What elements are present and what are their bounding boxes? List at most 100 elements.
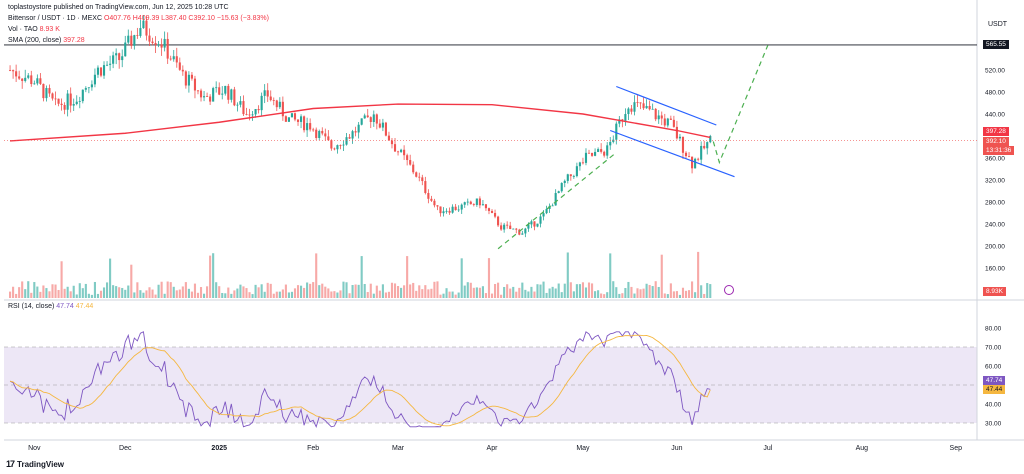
volume-bar [418, 285, 421, 298]
candle-body [163, 38, 166, 48]
volume-bar [524, 289, 527, 298]
candle-body [372, 114, 375, 123]
candle-body [327, 136, 330, 141]
candle-body [512, 228, 515, 230]
channel-lower-line [610, 129, 735, 178]
candle-body [575, 166, 578, 177]
volume-bar [224, 293, 227, 298]
volume-bar [54, 284, 57, 298]
candle-body [509, 225, 512, 230]
volume-bar [566, 252, 569, 298]
candle-body [196, 90, 200, 92]
volume-bar [493, 283, 497, 298]
candle-body [463, 202, 466, 205]
volume-bar [424, 285, 427, 298]
candle-body [166, 38, 169, 59]
candle-body [609, 141, 612, 146]
candle-body [199, 90, 203, 98]
volume-bar [375, 285, 378, 298]
volume-bar [497, 282, 500, 298]
volume-bar [169, 282, 172, 298]
rsi-ma-line [9, 334, 711, 427]
volume-bar [354, 284, 357, 298]
candle-body [45, 88, 48, 99]
volume-bar [366, 292, 369, 298]
candle-body [190, 74, 193, 79]
time-tick-label: Nov [28, 445, 41, 452]
candle-body [478, 198, 481, 206]
candle-body [224, 85, 227, 94]
candle-body [703, 145, 706, 149]
candle-body [121, 56, 124, 61]
volume-bar [697, 251, 700, 298]
volume-bar [533, 291, 536, 298]
candle-body [406, 155, 409, 161]
volume-bar [521, 282, 524, 298]
volume-bar [84, 283, 87, 298]
candle-body [515, 228, 518, 230]
volume-bar [639, 289, 642, 298]
rsi-legend[interactable]: RSI (14, close) 47.74 47.44 [8, 303, 93, 310]
candle-body [9, 70, 12, 71]
volume-bar [624, 288, 627, 298]
event-marker-icon[interactable] [724, 285, 734, 295]
volume-bar [463, 285, 466, 298]
projection-line-2 [712, 45, 769, 165]
volume-bar [509, 288, 512, 298]
volume-bar [118, 287, 121, 298]
volume-bar [109, 258, 112, 298]
volume-bar [691, 281, 694, 298]
candle-body [618, 119, 621, 124]
sma-legend[interactable]: SMA (200, close) 397.28 [8, 37, 85, 44]
candle-body [257, 108, 260, 111]
projection-line-1 [497, 152, 617, 250]
volume-bar [551, 286, 554, 298]
volume-bar [206, 286, 209, 298]
candle-body [12, 70, 15, 72]
volume-bar [230, 293, 233, 298]
candle-body [342, 144, 345, 146]
volume-bar [645, 283, 648, 298]
volume-bar [545, 292, 548, 298]
candle-body [363, 115, 366, 119]
volume-bar [381, 284, 384, 298]
candle-body [60, 103, 63, 106]
volume-bar [245, 288, 248, 298]
time-tick-label: Jul [763, 445, 772, 452]
volume-bar [681, 287, 685, 298]
price-tick-label: 520.00 [985, 68, 1005, 75]
candle-body [69, 93, 72, 106]
volume-bar [666, 294, 669, 298]
volume-bar [239, 284, 242, 298]
volume-bar [24, 289, 27, 298]
candle-body [590, 152, 594, 156]
volume-bar [490, 293, 494, 298]
volume-bar [393, 283, 397, 298]
candle-body [415, 172, 418, 177]
candle-body [272, 100, 275, 101]
volume-bar [390, 282, 394, 298]
candle-body [533, 221, 536, 227]
candle-body [81, 89, 84, 102]
candle-body [148, 35, 151, 42]
candle-body [445, 210, 448, 212]
candle-body [539, 216, 542, 224]
candle-body [90, 84, 93, 88]
candle-body [242, 101, 245, 115]
volume-bar [136, 282, 139, 298]
volume-bar [93, 281, 96, 298]
candle-body [96, 67, 100, 75]
volume-legend[interactable]: Vol · TAO 8.93 K [8, 26, 60, 33]
volume-bar [569, 282, 572, 298]
volume-bar [181, 286, 184, 298]
volume-bar [481, 286, 484, 298]
candle-body [306, 123, 309, 131]
candle-body [33, 83, 36, 85]
symbol-legend[interactable]: Bittensor / USDT · 1D · MEXC O407.76 H40… [8, 15, 269, 22]
candle-body [66, 93, 69, 110]
tradingview-brand[interactable]: 17 TradingView [6, 459, 64, 469]
volume-bar [636, 288, 639, 298]
candle-body [181, 69, 184, 72]
volume-bar [627, 281, 630, 298]
